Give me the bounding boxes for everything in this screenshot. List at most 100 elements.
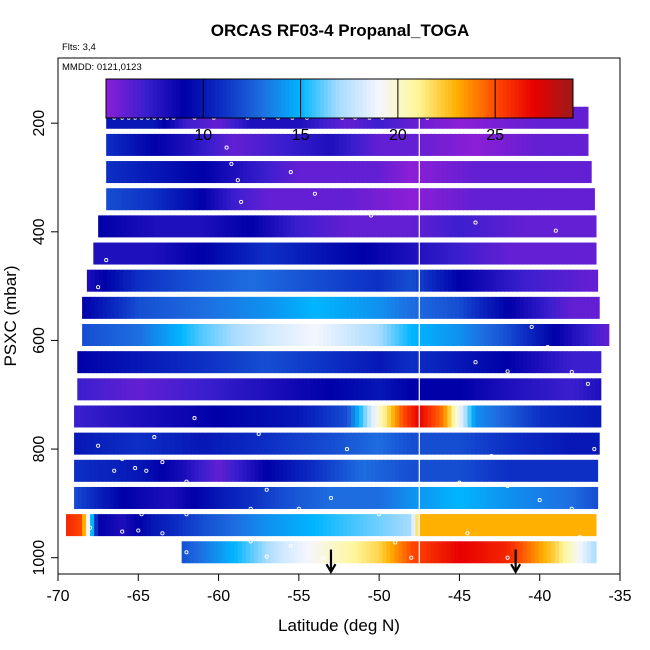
colorbar-segment [211,79,216,118]
heatmap-cell [94,324,99,347]
heatmap-cell [351,296,356,319]
heatmap-cell [350,541,355,564]
heatmap-cell [202,405,208,428]
heatmap-cell [94,514,99,537]
heatmap-cell [214,459,220,482]
heatmap-cell [322,161,328,184]
heatmap-cell [439,459,444,482]
heatmap-cell [398,541,404,564]
heatmap-cell [254,133,260,156]
heatmap-cell [318,215,324,238]
heatmap-cell [575,161,581,184]
heatmap-cell [371,405,376,428]
x-tick-label: -55 [287,588,310,605]
heatmap-cell [479,296,485,319]
heatmap-cell [278,514,284,537]
heatmap-cell [121,351,127,374]
heatmap-cell [579,188,585,211]
heatmap-cell [322,133,328,156]
heatmap-cell [314,405,320,428]
heatmap-cell [532,269,538,292]
heatmap-cell [467,486,473,509]
heatmap-cell [138,514,143,537]
heatmap-cell [495,514,501,537]
heatmap-cell [551,514,557,537]
heatmap-cell [282,296,288,319]
heatmap-cell [302,296,308,319]
heatmap-cell [447,514,452,537]
heatmap-cell [567,161,573,184]
heatmap-cell [126,324,131,347]
heatmap-cell [487,296,493,319]
heatmap-cell [182,486,188,509]
heatmap-cell [350,351,355,374]
heatmap-cell [226,486,232,509]
heatmap-cell [170,486,176,509]
heatmap-cell [323,269,329,292]
heatmap-cell [415,133,420,156]
heatmap-cell [447,486,452,509]
heatmap-cell [559,215,565,238]
heatmap-cell [458,242,464,265]
heatmap-cell [214,486,220,509]
heatmap-cell [503,486,509,509]
heatmap-cell [386,351,391,374]
colorbar-segment [471,79,477,118]
heatmap-cell [294,378,299,401]
heatmap-cell [162,514,167,537]
heatmap-cell [279,269,285,292]
heatmap-cell [363,405,368,428]
heatmap-cell [475,188,481,211]
heatmap-cell [395,215,400,238]
plot-frame [57,57,621,575]
heatmap-cell [419,486,424,509]
heatmap-cell [575,188,581,211]
heatmap-cell [350,378,355,401]
heatmap-cell [282,188,288,211]
heatmap-cell [579,242,584,265]
heatmap-cell [455,296,461,319]
colorbar-segment [121,79,126,118]
colorbar-frame [105,78,574,119]
heatmap-cell [138,161,143,184]
heatmap-cell [474,541,480,564]
heatmap-cell [234,324,240,347]
heatmap-cell [126,188,131,211]
flight-point [120,529,125,534]
heatmap-cell [146,514,151,537]
heatmap-cell [439,188,444,211]
heatmap-cell [326,378,331,401]
heatmap-cell [234,215,240,238]
heatmap-cell [123,269,128,292]
heatmap-cell [258,296,264,319]
flight-point [312,191,317,196]
colorbar-segment [312,79,317,118]
flight-point [585,381,590,386]
heatmap-cell [318,296,324,319]
heatmap-cell [181,541,187,564]
heatmap-cell [222,514,228,537]
heatmap-cell [383,296,388,319]
heatmap-cell [547,324,553,347]
heatmap-cell [110,296,115,319]
heatmap-cell [579,133,585,156]
heatmap-cell [130,188,135,211]
heatmap-cell [238,432,244,455]
heatmap-cell [530,378,536,401]
heatmap-cell [134,133,139,156]
heatmap-cell [190,405,196,428]
heatmap-cell [507,133,513,156]
colorbar-segment [545,79,551,118]
heatmap-cell [450,242,456,265]
heatmap-cell [362,351,367,374]
heatmap-cell [518,541,524,564]
heatmap-cell [286,378,291,401]
heatmap-cell [266,514,272,537]
heatmap-cell [442,541,448,564]
heatmap-cell [515,486,521,509]
heatmap-cell [222,161,228,184]
heatmap-cell [347,514,352,537]
heatmap-cell [519,459,525,482]
heatmap-cell [483,459,489,482]
heatmap-cell [223,269,228,292]
